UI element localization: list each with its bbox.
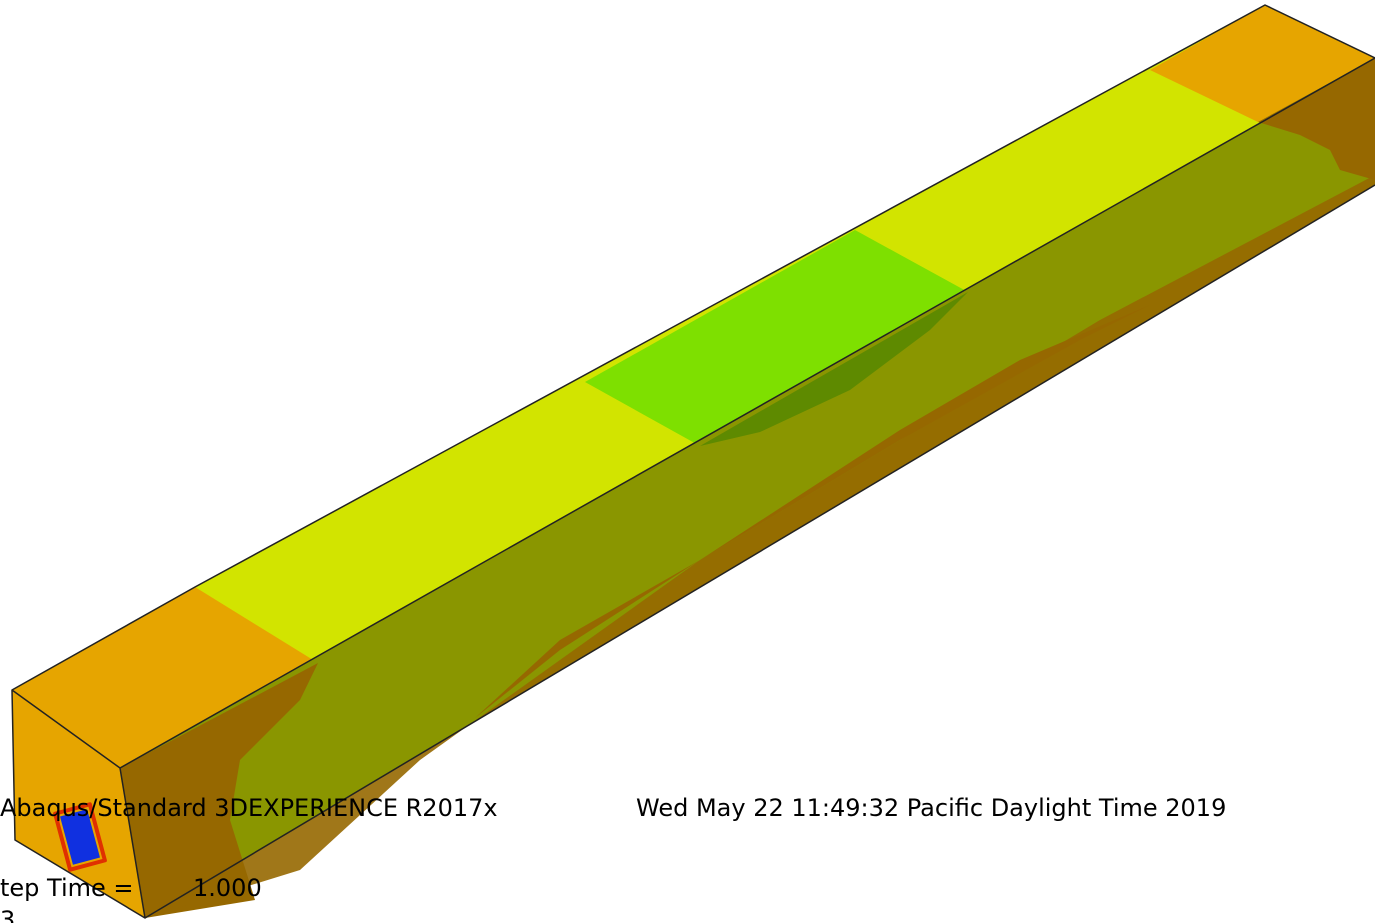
step-label: tep Time = — [0, 874, 134, 902]
info-line: Abaqus/Standard 3DEXPERIENCE R2017x — [0, 794, 498, 822]
viewport: Abaqus/Standard 3DEXPERIENCE R2017x Wed … — [0, 0, 1375, 923]
frame-label: 3 — [0, 906, 15, 923]
date-line: Wed May 22 11:49:32 Pacific Daylight Tim… — [636, 794, 1226, 822]
step-value: 1.000 — [193, 874, 262, 902]
side-face — [120, 58, 1375, 918]
beam-model — [12, 5, 1375, 918]
